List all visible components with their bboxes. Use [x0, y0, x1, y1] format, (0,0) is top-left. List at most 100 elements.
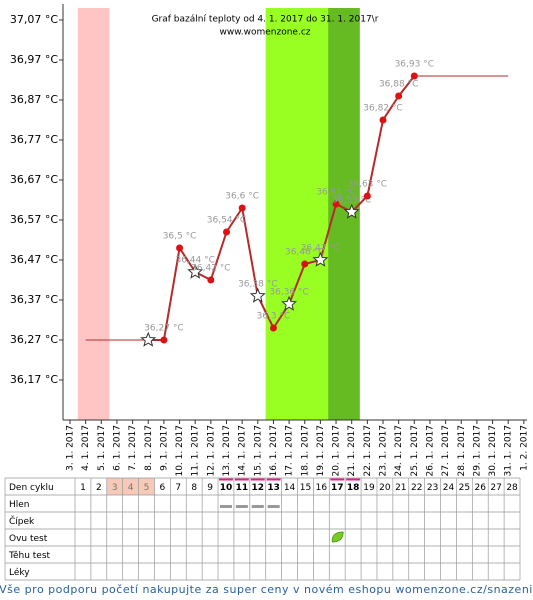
x-tick-label: 19. 1. 2017: [316, 425, 326, 477]
x-tick-label: 26. 1. 2017: [425, 425, 435, 477]
x-tick-label: 5. 1. 2017: [97, 425, 107, 471]
point: [176, 244, 184, 252]
value-label: 36,93 °C: [395, 60, 434, 70]
y-tick-label: 36,57 °C: [10, 213, 58, 226]
value-label: 36,59 °C: [332, 196, 371, 206]
x-tick-label: 10. 1. 2017: [175, 425, 185, 477]
x-tick-label: 14. 1. 2017: [238, 425, 248, 477]
x-tick-label: 8. 1. 2017: [144, 425, 154, 471]
x-tick-label: 15. 1. 2017: [253, 425, 263, 477]
y-tick-label: 36,67 °C: [10, 173, 58, 186]
value-label: 36,63 °C: [348, 180, 387, 190]
value-label: 36,46 °C: [285, 248, 324, 258]
cycle-day: 14: [284, 483, 296, 493]
star-marker: [343, 203, 360, 219]
mucus-mark: [235, 505, 248, 508]
row-label: Těhu test: [8, 551, 51, 561]
x-tick-label: 25. 1. 2017: [410, 425, 420, 477]
cycle-day: 17: [331, 483, 344, 493]
x-tick-label: 6. 1. 2017: [112, 425, 122, 471]
x-tick-label: 7. 1. 2017: [128, 425, 138, 471]
mucus-mark: [251, 505, 264, 508]
cycle-day: 5: [144, 483, 150, 493]
x-tick-label: 4. 1. 2017: [81, 425, 91, 471]
fertility-band: [265, 8, 282, 420]
star-marker: [281, 295, 298, 311]
cycle-day: 25: [459, 483, 470, 493]
value-label: 36,38 °C: [238, 280, 277, 290]
cycle-day: 9: [207, 483, 213, 493]
fertility-band: [77, 8, 94, 420]
mucus-mark: [219, 505, 232, 508]
cycle-day: 28: [506, 483, 518, 493]
fertility-band: [296, 8, 313, 420]
value-label: 36,6 °C: [225, 192, 259, 202]
point: [301, 260, 309, 268]
cycle-day: 16: [316, 483, 328, 493]
point: [395, 92, 403, 100]
value-label: 36,27 °C: [144, 324, 183, 334]
value-label: 36,47 °C: [301, 244, 340, 254]
row-label: Hlen: [9, 500, 30, 510]
row-label: Čípek: [9, 515, 35, 527]
star-marker: [312, 251, 329, 267]
fertility-band: [312, 8, 329, 420]
cycle-day: 11: [236, 483, 249, 493]
value-label: 36,88 °C: [379, 80, 418, 90]
point: [160, 336, 168, 344]
cycle-day: 7: [175, 483, 181, 493]
value-label: 36,82 °C: [363, 104, 402, 114]
value-label: 36,44 °C: [175, 256, 214, 266]
y-tick-label: 36,47 °C: [10, 253, 58, 266]
cycle-day: 1: [80, 483, 86, 493]
point: [269, 324, 277, 332]
x-tick-label: 28. 1. 2017: [457, 425, 467, 477]
cycle-day: 20: [379, 483, 391, 493]
cycle-day: 18: [347, 483, 360, 493]
fertility-band: [93, 8, 110, 420]
temperature-line: [148, 75, 416, 341]
x-tick-label: 1. 2. 2017: [519, 425, 529, 471]
x-tick-label: 18. 1. 2017: [300, 425, 310, 477]
value-label: 36,5 °C: [163, 232, 197, 242]
chart-title: Graf bazální teploty od 4. 1. 2017 do 31…: [152, 15, 379, 25]
x-tick-label: 23. 1. 2017: [379, 425, 389, 477]
y-tick-label: 36,97 °C: [10, 53, 58, 66]
x-tick-label: 22. 1. 2017: [363, 425, 373, 477]
cycle-day: 6: [160, 483, 166, 493]
cycle-day: 22: [411, 483, 422, 493]
cycle-day: 13: [267, 483, 280, 493]
value-label: 36,61 °C: [316, 188, 355, 198]
star-marker: [249, 287, 266, 303]
x-tick-label: 16. 1. 2017: [269, 425, 279, 477]
value-label: 36,3 °C: [257, 312, 291, 322]
y-tick-label: 36,17 °C: [10, 373, 58, 386]
cycle-day: 26: [475, 483, 487, 493]
point: [379, 116, 387, 124]
point: [410, 72, 418, 80]
ovu-leaf: [331, 531, 344, 543]
cycle-day: 3: [112, 483, 118, 493]
fertility-band: [281, 8, 298, 420]
point: [363, 192, 371, 200]
x-tick-label: 11. 1. 2017: [191, 425, 201, 477]
x-tick-label: 31. 1. 2017: [504, 425, 514, 477]
row-label: Léky: [9, 567, 30, 578]
point: [332, 200, 340, 208]
x-tick-label: 9. 1. 2017: [159, 425, 169, 471]
x-tick-label: 21. 1. 2017: [347, 425, 357, 477]
cycle-day: 21: [395, 483, 406, 493]
x-tick-label: 20. 1. 2017: [332, 425, 342, 477]
x-tick-label: 3. 1. 2017: [66, 425, 76, 471]
point: [207, 276, 215, 284]
cycle-day: 10: [220, 483, 233, 493]
period-cell: [106, 478, 123, 495]
footer-link[interactable]: Vše pro podporu početí nakupujte za supe…: [0, 583, 533, 596]
cycle-day: 23: [427, 483, 438, 493]
y-tick-label: 37,07 °C: [10, 13, 58, 26]
value-label: 36,42 °C: [191, 264, 230, 274]
row-label: Den cyklu: [9, 483, 54, 493]
x-tick-label: 30. 1. 2017: [488, 425, 498, 477]
cycle-day: 4: [128, 483, 134, 493]
point: [238, 204, 246, 212]
